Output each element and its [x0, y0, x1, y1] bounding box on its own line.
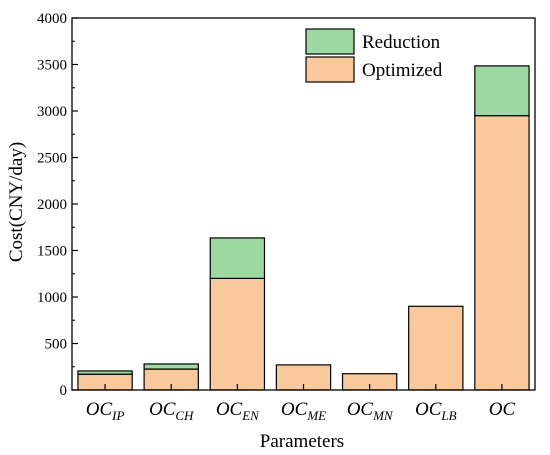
bar-optimized-6	[474, 115, 530, 391]
y-tick-label-1000: 1000	[37, 290, 67, 306]
y-tick-label-4000: 4000	[37, 11, 67, 27]
x-tick-label-6: OC	[489, 399, 516, 420]
bar-reduction-0	[77, 370, 133, 375]
x-tick-label-3: OCME	[281, 399, 326, 423]
y-tick-label-3000: 3000	[37, 104, 67, 120]
axes-group: 0 500 1000 1500 2000 2500 3000 3500 4000 OCIP OCCH…	[37, 11, 536, 423]
y-tick-label-500: 500	[45, 337, 68, 353]
x-tick-label-2: OCEN	[216, 399, 260, 423]
legend-label-reduction: Reduction	[362, 32, 441, 53]
legend-swatch-optimized	[305, 56, 355, 83]
y-tick-label-0: 0	[60, 383, 68, 399]
bar-optimized-5	[408, 305, 464, 391]
legend-swatch-reduction	[305, 28, 355, 55]
y-tick-label-1500: 1500	[37, 244, 67, 260]
y-tick-label-2500: 2500	[37, 151, 67, 167]
y-tick-label-2000: 2000	[37, 197, 67, 213]
x-tick-label-0: OCIP	[86, 399, 125, 423]
bar-reduction-6	[474, 65, 530, 117]
bars-group	[77, 65, 530, 391]
legend-label-optimized: Optimized	[362, 60, 443, 81]
legend: Reduction Optimized	[305, 28, 443, 83]
plot-frame	[71, 17, 536, 391]
x-axis-label: Parameters	[260, 431, 344, 452]
bar-reduction-1	[143, 363, 199, 370]
bar-optimized-2	[209, 277, 266, 391]
x-tick-label-1: OCCH	[149, 399, 194, 423]
bar-reduction-2	[209, 237, 266, 279]
x-tick-label-5: OCLB	[415, 399, 457, 423]
y-axis-label: Cost(CNY/day)	[6, 142, 27, 262]
x-tick-label-4: OCMN	[347, 399, 394, 423]
y-tick-label-3500: 3500	[37, 58, 67, 74]
